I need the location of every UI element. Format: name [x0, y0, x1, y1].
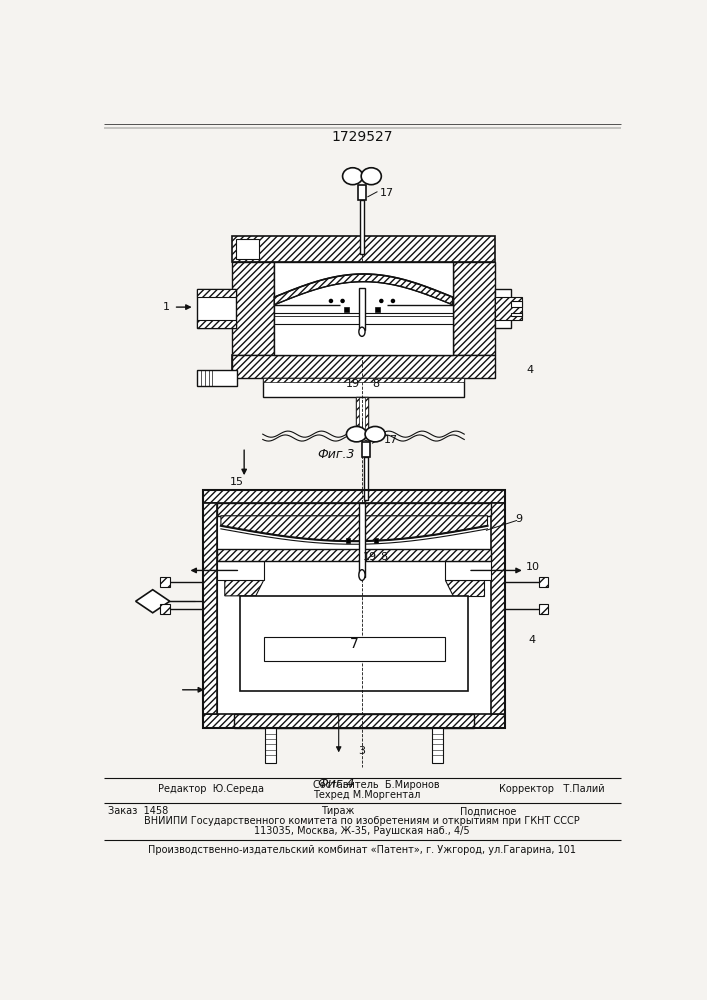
Bar	[365, 397, 368, 436]
Text: Составитель  Б.Миронов: Составитель Б.Миронов	[313, 780, 440, 790]
Bar	[510, 301, 522, 307]
Bar	[491, 503, 506, 714]
Bar	[197, 320, 235, 328]
Bar	[358, 185, 366, 200]
Text: 1: 1	[163, 302, 170, 312]
Bar	[160, 577, 170, 587]
Bar	[344, 307, 349, 312]
Text: 4: 4	[527, 365, 534, 375]
Text: 8: 8	[380, 552, 387, 562]
Text: Фиг.4: Фиг.4	[317, 777, 355, 790]
Bar	[264, 637, 445, 661]
Circle shape	[380, 299, 383, 302]
Ellipse shape	[359, 570, 365, 580]
Text: Тираж: Тираж	[321, 806, 354, 816]
Bar	[539, 604, 548, 614]
Bar	[232, 355, 495, 378]
Text: 7: 7	[350, 637, 358, 651]
Bar	[510, 312, 522, 316]
Text: 15: 15	[229, 477, 243, 487]
Bar	[359, 288, 365, 330]
Bar	[539, 577, 548, 587]
Text: 10: 10	[525, 562, 539, 572]
Text: 4: 4	[529, 635, 536, 645]
Text: 8: 8	[373, 379, 380, 389]
Text: ВНИИПИ Государственного комитета по изобретениям и открытиям при ГКНТ СССР: ВНИИПИ Государственного комитета по изоб…	[144, 816, 580, 826]
Bar	[263, 378, 464, 397]
Bar	[203, 714, 506, 728]
Bar	[217, 561, 264, 580]
Bar	[433, 728, 443, 763]
Text: Подписное: Подписное	[460, 806, 517, 816]
Polygon shape	[136, 590, 170, 613]
Bar	[263, 378, 464, 382]
Bar	[197, 289, 235, 297]
Text: Заказ  1458: Заказ 1458	[107, 806, 168, 816]
Bar	[356, 397, 359, 436]
Ellipse shape	[361, 168, 381, 185]
Bar	[360, 200, 364, 254]
Text: Редактор  Ю.Середа: Редактор Ю.Середа	[158, 784, 264, 794]
Text: Корректор   Т.Палий: Корректор Т.Палий	[499, 784, 604, 794]
Bar	[197, 370, 237, 386]
Polygon shape	[274, 274, 452, 305]
Bar	[203, 503, 217, 714]
Circle shape	[392, 299, 395, 302]
Bar	[203, 490, 506, 503]
Polygon shape	[445, 580, 484, 596]
Text: 19: 19	[363, 552, 377, 562]
Bar	[274, 262, 452, 355]
Text: Фиг.3: Фиг.3	[317, 448, 355, 461]
Bar	[356, 397, 368, 436]
Bar	[445, 561, 491, 580]
Text: 17: 17	[384, 435, 398, 445]
Bar	[495, 297, 522, 320]
Bar	[160, 604, 170, 614]
Text: 19: 19	[346, 379, 360, 389]
Bar	[217, 503, 491, 714]
Text: 113035, Москва, Ж-35, Раушская наб., 4/5: 113035, Москва, Ж-35, Раушская наб., 4/5	[254, 826, 469, 836]
Bar	[232, 262, 274, 355]
Bar	[362, 442, 370, 457]
Text: Техред М.Моргентал: Техред М.Моргентал	[313, 790, 421, 800]
Bar	[217, 549, 491, 561]
Circle shape	[341, 299, 344, 302]
Bar	[240, 596, 468, 691]
Text: 1729527: 1729527	[331, 130, 392, 144]
Polygon shape	[221, 516, 488, 541]
Text: Производственно-издательский комбинат «Патент», г. Ужгород, ул.Гагарина, 101: Производственно-издательский комбинат «П…	[148, 845, 576, 855]
Text: 3: 3	[358, 746, 366, 756]
Bar	[359, 503, 365, 577]
Bar	[217, 503, 491, 516]
Ellipse shape	[359, 327, 365, 336]
Ellipse shape	[346, 426, 367, 442]
Bar	[265, 728, 276, 763]
Ellipse shape	[365, 426, 385, 442]
Bar	[232, 235, 495, 262]
Bar	[232, 355, 495, 378]
Bar	[203, 490, 506, 728]
Bar	[452, 262, 495, 355]
Bar	[235, 239, 259, 259]
Ellipse shape	[343, 168, 363, 185]
Bar	[375, 307, 380, 312]
Text: 9: 9	[515, 514, 523, 524]
Circle shape	[329, 299, 332, 302]
Bar	[234, 714, 474, 728]
Bar	[197, 289, 235, 328]
Bar	[373, 538, 378, 543]
Bar	[346, 538, 351, 543]
Polygon shape	[225, 580, 264, 596]
Bar	[363, 457, 368, 500]
Text: 17: 17	[380, 188, 394, 198]
Bar	[495, 289, 510, 328]
